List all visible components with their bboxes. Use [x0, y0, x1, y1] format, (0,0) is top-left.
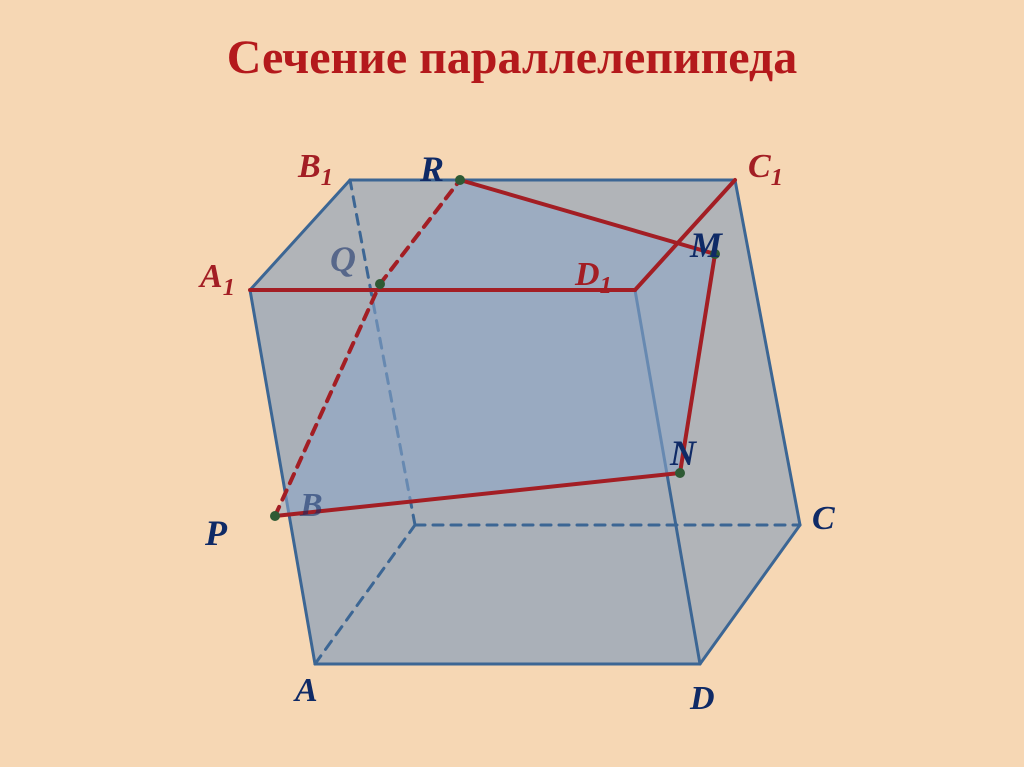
label-P: P [205, 512, 227, 554]
label-M: M [690, 224, 722, 266]
label-A: A [295, 672, 318, 710]
label-A1: A1 [200, 258, 235, 302]
label-N: N [670, 432, 696, 474]
label-Q: Q [330, 238, 356, 280]
label-C1: C1 [748, 148, 783, 192]
label-B1: B1 [298, 148, 333, 192]
label-B: B [300, 487, 323, 525]
point-P [270, 511, 280, 521]
label-D1: D1 [575, 256, 612, 300]
label-C: C [812, 500, 835, 538]
point-R [455, 175, 465, 185]
label-R: R [420, 148, 444, 190]
label-D: D [690, 680, 715, 718]
diagram-canvas: Сечение параллелепипеда ADCBA1D1C1B1RQMN… [0, 0, 1024, 767]
point-Q [375, 279, 385, 289]
diagram-svg [0, 0, 1024, 767]
